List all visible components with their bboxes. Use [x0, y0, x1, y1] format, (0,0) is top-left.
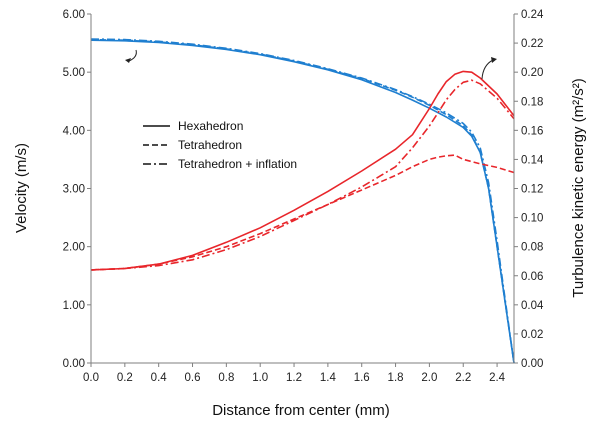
- arrow-to-tke-axis-head: [491, 57, 497, 63]
- y-right-tick-label: 0.06: [521, 271, 543, 283]
- arrow-to-tke-axis: [481, 59, 494, 80]
- x-tick-label: 0.0: [83, 372, 99, 384]
- y-left-tick-label: 5.00: [63, 67, 85, 79]
- y-left-tick-label: 2.00: [63, 242, 85, 254]
- arrow-to-velocity-axis: [128, 49, 137, 62]
- x-tick-label: 2.4: [489, 372, 506, 384]
- y-right-tick-label: 0.08: [521, 242, 543, 254]
- legend-label: Tetrahedron: [178, 138, 242, 152]
- y-axis-left-ticks: 0.00 1.00 2.00 3.00 4.00 5.00 6.00: [63, 9, 91, 370]
- x-tick-label: 0.6: [185, 372, 201, 384]
- series-line-tke-hexahedron: [90, 70, 515, 271]
- legend-label: Hexahedron: [178, 119, 243, 133]
- x-tick-label: 2.2: [455, 372, 471, 384]
- y-axis-right-ticks: 0.00 0.02 0.04 0.06 0.08 0.10 0.12 0.14 0.16 0.18…: [514, 9, 544, 370]
- y-right-tick-label: 0.02: [521, 329, 543, 341]
- x-tick-label: 1.8: [388, 372, 404, 384]
- y-right-tick-label: 0.18: [521, 96, 543, 108]
- y-right-tick-label: 0.14: [521, 154, 544, 166]
- y-left-tick-label: 4.00: [63, 125, 85, 137]
- y-right-tick-label: 0.10: [521, 213, 543, 225]
- y-right-tick-label: 0.00: [521, 358, 543, 370]
- annotation-arrows: [125, 49, 497, 80]
- y-right-tick-label: 0.22: [521, 38, 543, 50]
- legend-label: Tetrahedron + inflation: [178, 157, 297, 171]
- x-tick-label: 1.2: [286, 372, 302, 384]
- y-right-tick-label: 0.20: [521, 67, 543, 79]
- legend: Hexahedron Tetrahedron Tetrahedron + infla…: [143, 119, 297, 171]
- series-lines: [90, 38, 515, 364]
- x-tick-label: 1.0: [252, 372, 268, 384]
- axes: [90, 14, 515, 364]
- x-axis-title: Distance from center (mm): [212, 402, 390, 419]
- x-tick-label: 0.8: [218, 372, 234, 384]
- y-right-tick-label: 0.16: [521, 125, 543, 137]
- y-left-tick-label: 1.00: [63, 300, 85, 312]
- x-tick-label: 2.0: [421, 372, 437, 384]
- series-line-tke-tetrahedron: [90, 154, 515, 271]
- y-left-tick-label: 6.00: [63, 9, 85, 21]
- x-tick-label: 1.6: [354, 372, 370, 384]
- y-right-tick-label: 0.04: [521, 300, 544, 312]
- arrow-to-velocity-axis-head: [125, 58, 131, 63]
- y-left-tick-label: 0.00: [63, 358, 85, 370]
- y-left-tick-label: 3.00: [63, 184, 85, 196]
- x-tick-label: 0.2: [117, 372, 133, 384]
- y-axis-left-title: Velocity (m/s): [13, 143, 30, 233]
- y-axis-right-title: Turbulence kinetic energy (m²/s²): [570, 78, 587, 298]
- series-line-velocity-hexahedron: [90, 39, 515, 364]
- x-tick-label: 0.4: [151, 372, 168, 384]
- series-line-tke-tetrahedron-inflation: [90, 79, 515, 271]
- series-line-velocity-tetrahedron: [90, 38, 515, 364]
- x-tick-label: 1.4: [320, 372, 337, 384]
- series-line-velocity-tetrahedron-inflation: [90, 38, 515, 364]
- x-axis-ticks: 0.0 0.2 0.4 0.6 0.8 1.0 1.2 1.4 1.6 1.8 2.0 2.2 2.4: [83, 363, 506, 384]
- y-right-tick-label: 0.12: [521, 184, 543, 196]
- y-right-tick-label: 0.24: [521, 9, 544, 21]
